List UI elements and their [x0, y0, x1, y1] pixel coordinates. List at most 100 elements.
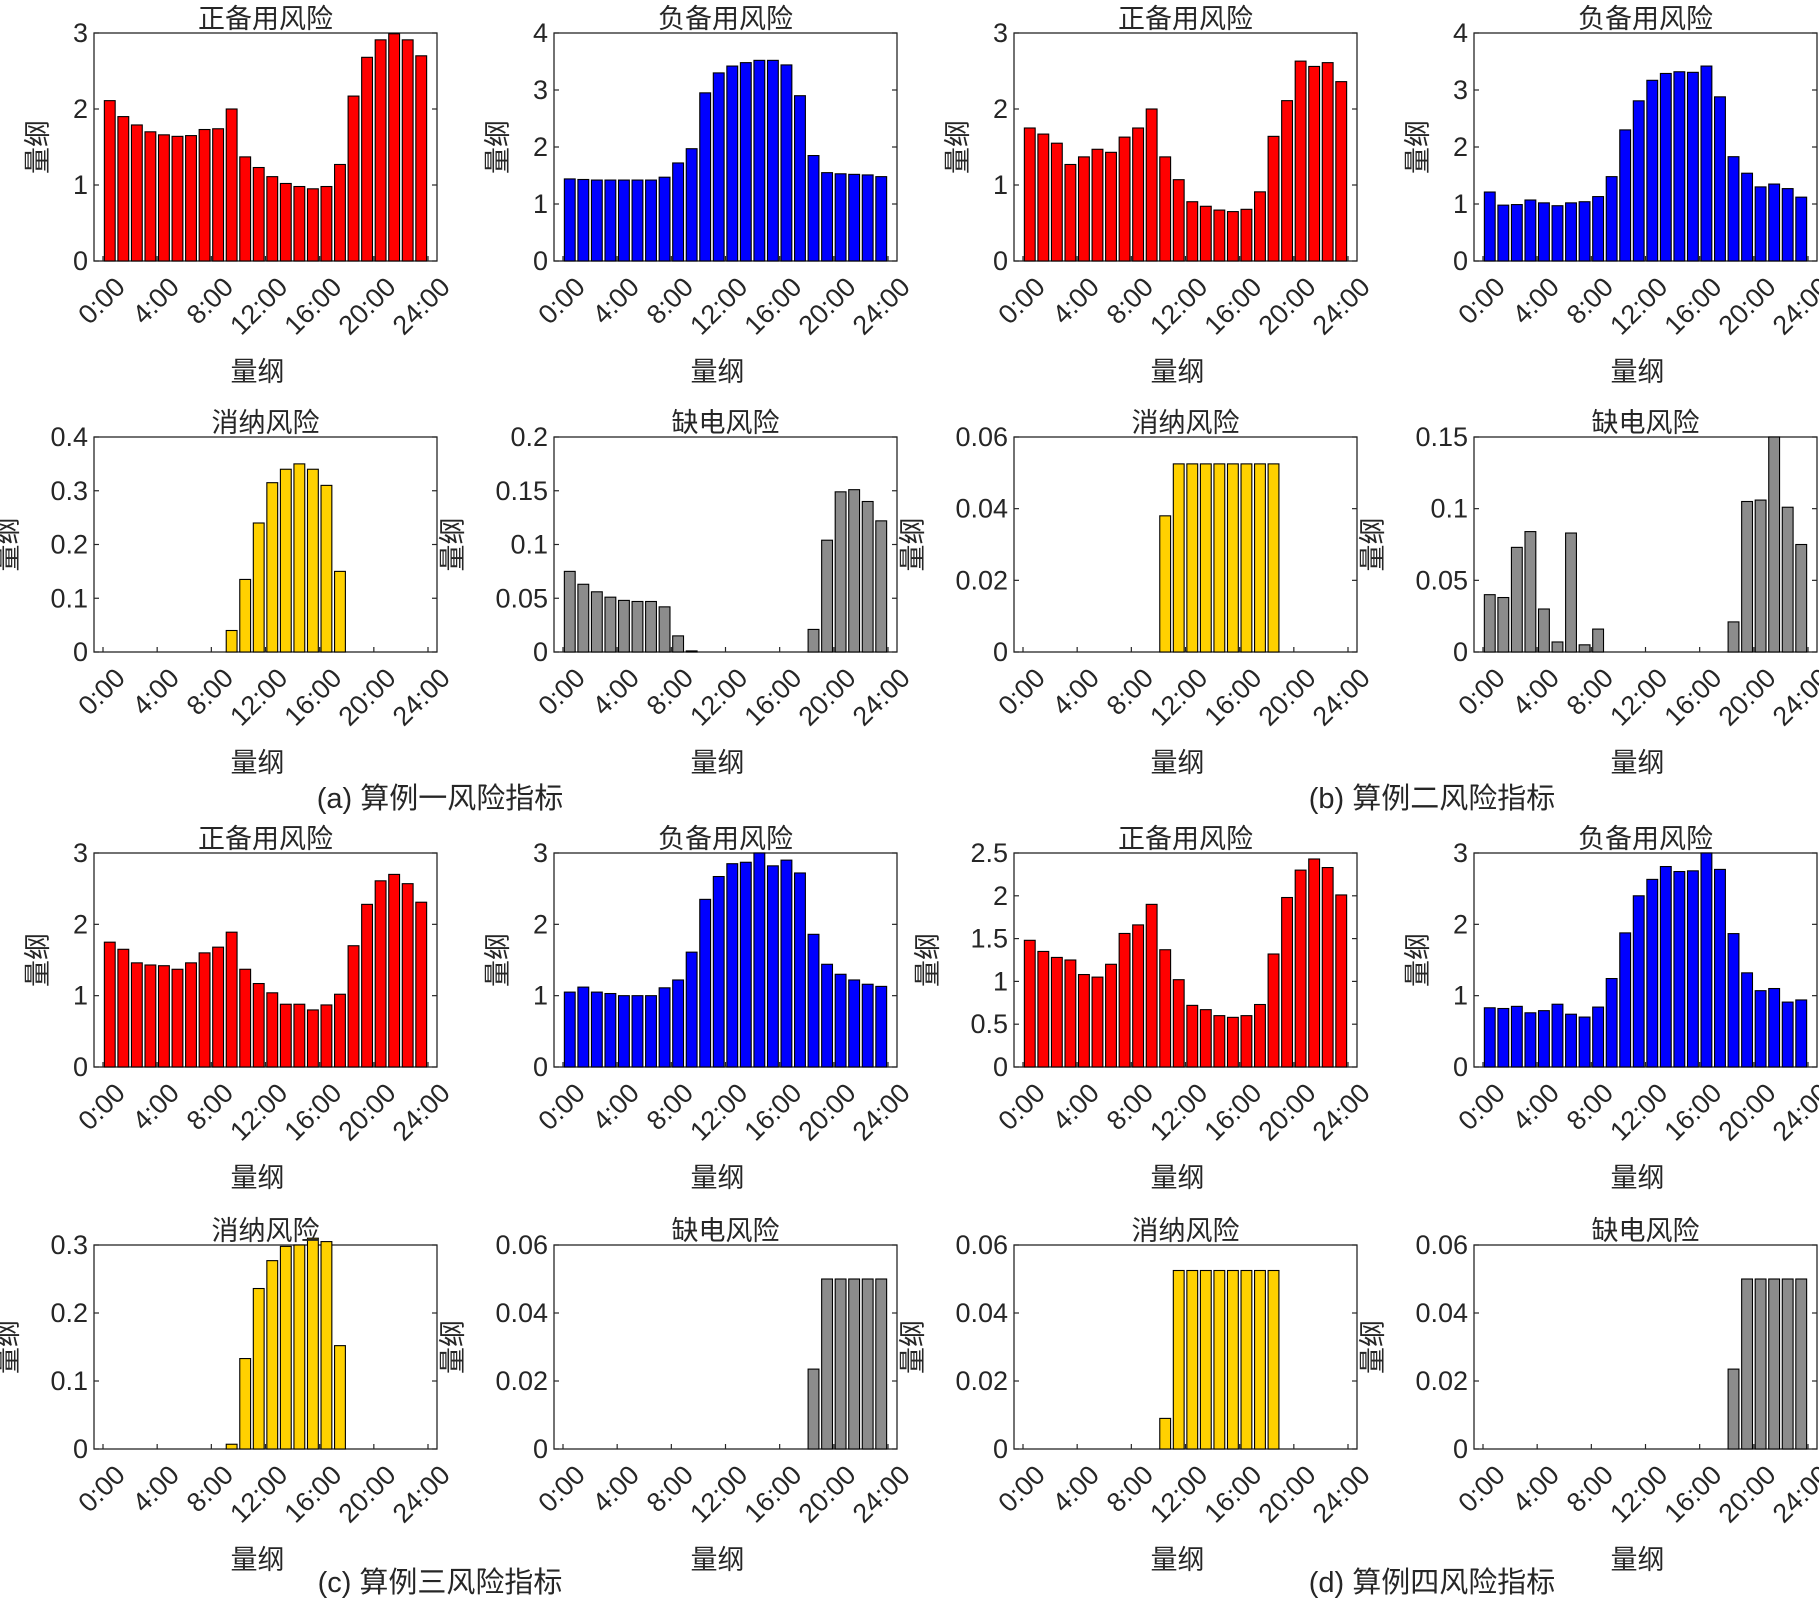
x-axis-label: 量纲 [1611, 748, 1665, 778]
y-tick-label: 0.2 [50, 530, 88, 560]
subplot: 00.050.10.150:004:008:0012:0016:0020:002… [1358, 408, 1819, 778]
x-tick-label: 20:00 [333, 663, 402, 732]
bar [1565, 202, 1577, 262]
bar [388, 33, 401, 262]
y-tick-label: 0.06 [955, 422, 1008, 452]
bar [239, 156, 252, 262]
subplot: 00.511.522.50:004:008:0012:0016:0020:002… [913, 824, 1376, 1193]
bar [157, 134, 170, 262]
bar [645, 179, 657, 262]
x-tick-label: 12:00 [1604, 1078, 1673, 1147]
bar [1267, 1269, 1280, 1450]
bar [807, 1368, 820, 1450]
bar [1321, 62, 1334, 262]
bar [1686, 870, 1699, 1068]
bar [225, 931, 238, 1068]
bar [1159, 156, 1172, 262]
bar [794, 872, 806, 1068]
x-tick-label: 16:00 [278, 1460, 347, 1529]
subplot-title: 缺电风险 [672, 408, 780, 438]
subplot-title: 负备用风险 [658, 4, 793, 34]
bar [1592, 628, 1605, 653]
bar [821, 172, 834, 262]
x-axis-label: 量纲 [1151, 1545, 1205, 1575]
y-tick-label: 0 [1453, 637, 1468, 667]
bar [1254, 191, 1266, 262]
x-tick-label: 4:00 [1507, 1460, 1565, 1518]
bar [144, 964, 157, 1068]
bar [252, 522, 265, 653]
subplot-title: 负备用风险 [658, 824, 793, 854]
x-axis-label: 量纲 [1611, 1545, 1665, 1575]
bar [699, 92, 712, 262]
bar [1240, 1015, 1253, 1068]
y-tick-label: 0.02 [495, 1366, 548, 1396]
y-axis-label: 量纲 [898, 1320, 928, 1374]
bar [1199, 463, 1212, 653]
bar [212, 128, 225, 262]
bar [1768, 183, 1781, 262]
bar [1659, 865, 1672, 1068]
bar [1037, 950, 1050, 1068]
x-tick-label: 4:00 [1047, 663, 1105, 721]
y-tick-label: 0 [993, 1052, 1008, 1082]
x-tick-label: 16:00 [1198, 272, 1267, 341]
x-tick-label: 16:00 [1198, 1460, 1267, 1529]
bar [821, 1278, 834, 1450]
bar [117, 948, 130, 1068]
bar [1768, 1278, 1781, 1450]
bar [415, 55, 428, 262]
subplot-title: 缺电风险 [672, 1216, 780, 1246]
y-tick-label: 0.1 [1430, 494, 1468, 524]
subplot-title: 消纳风险 [1132, 408, 1240, 438]
x-axis-label: 量纲 [691, 1545, 745, 1575]
bar [766, 865, 779, 1068]
bar [766, 59, 779, 262]
x-tick-label: 24:00 [387, 272, 456, 341]
x-tick-label: 16:00 [278, 1078, 347, 1147]
y-tick-label: 0 [1453, 246, 1468, 276]
bar [347, 945, 360, 1068]
subplot: 01230:004:008:0012:0016:0020:0024:00正备用风… [23, 824, 456, 1193]
y-tick-label: 4 [1453, 18, 1468, 48]
y-tick-label: 2 [1453, 132, 1468, 162]
bar [1199, 1009, 1212, 1068]
bar [1781, 506, 1794, 653]
y-axis-label: 量纲 [23, 120, 53, 174]
bar [1254, 463, 1266, 653]
bar [658, 176, 671, 262]
bar [1186, 463, 1199, 653]
bar [1619, 129, 1632, 262]
y-tick-label: 0 [1453, 1052, 1468, 1082]
bar [1673, 71, 1686, 262]
bar [848, 489, 861, 653]
bar [1686, 71, 1699, 262]
axes-frame [1013, 1244, 1358, 1450]
bar [590, 991, 603, 1068]
bar [617, 179, 630, 262]
bar [807, 933, 820, 1068]
x-tick-label: 12:00 [684, 1460, 753, 1529]
y-tick-label: 0 [533, 1434, 548, 1464]
bar [807, 155, 820, 262]
y-tick-label: 0.02 [1415, 1366, 1468, 1396]
bar [1159, 515, 1172, 653]
bar [1754, 499, 1767, 653]
x-tick-label: 0:00 [72, 272, 130, 330]
bar [821, 539, 834, 653]
bar [266, 1260, 279, 1450]
x-tick-label: 20:00 [333, 1460, 402, 1529]
bar [1267, 953, 1280, 1068]
bar [1551, 205, 1564, 262]
bar [1091, 976, 1104, 1068]
y-tick-label: 1 [1453, 981, 1468, 1011]
bar [415, 901, 428, 1068]
bar [685, 650, 698, 653]
bar [334, 570, 346, 653]
y-tick-label: 3 [73, 838, 88, 868]
x-tick-label: 24:00 [1767, 1460, 1819, 1529]
x-axis-label: 量纲 [231, 748, 285, 778]
y-tick-label: 2 [533, 132, 548, 162]
x-tick-label: 4:00 [1047, 1078, 1105, 1136]
x-tick-label: 12:00 [684, 272, 753, 341]
